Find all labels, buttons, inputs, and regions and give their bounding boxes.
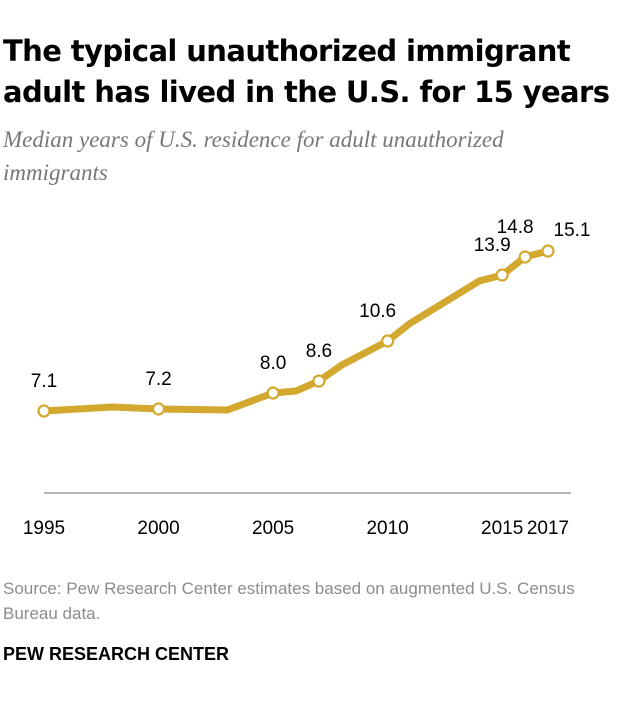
chart-title: The typical unauthorized immigrant adult… bbox=[3, 34, 610, 109]
data-point-2017 bbox=[541, 244, 555, 258]
x-tick-label-2015: 2015 bbox=[481, 518, 523, 539]
data-point-2015 bbox=[495, 268, 509, 282]
x-tick-label-1995: 1995 bbox=[23, 518, 65, 539]
series-line-0 bbox=[40, 247, 552, 415]
data-label-2005: 8.0 bbox=[260, 353, 286, 374]
data-markers bbox=[37, 244, 555, 418]
x-axis: 1995 2000 2005 2010 2015 2017 bbox=[23, 492, 571, 539]
data-point-2000 bbox=[151, 402, 166, 416]
x-tick-label-2005: 2005 bbox=[252, 518, 294, 539]
source-note: Source: Pew Research Center estimates ba… bbox=[3, 579, 575, 623]
data-point-2016 bbox=[518, 250, 532, 264]
data-label-2017: 15.1 bbox=[554, 220, 591, 241]
data-label-2015: 13.9 bbox=[474, 235, 511, 256]
series-lines bbox=[40, 247, 552, 415]
brand-logo-text: PEW RESEARCH CENTER bbox=[3, 644, 230, 664]
data-label-1995: 7.1 bbox=[31, 371, 57, 392]
chart-subtitle: Median years of U.S. residence for adult… bbox=[3, 127, 504, 185]
data-point-2007 bbox=[312, 374, 326, 388]
data-label-2016: 14.8 bbox=[497, 217, 534, 238]
data-point-1995 bbox=[37, 404, 51, 418]
data-labels: 7.1 7.2 8.0 8.6 10.6 13.914.8 15.1 bbox=[31, 217, 591, 392]
data-point-2005 bbox=[266, 386, 280, 400]
data-label-2010: 10.6 bbox=[359, 301, 396, 322]
x-tick-label-2000: 2000 bbox=[137, 518, 179, 539]
line-chart: 1995 2000 2005 2010 2015 2017 7.1 7.2 8.0 8.6 10.… bbox=[23, 217, 591, 539]
x-tick-label-2017: 2017 bbox=[527, 518, 569, 539]
data-label-2000: 7.2 bbox=[145, 369, 171, 390]
data-label-2007: 8.6 bbox=[306, 341, 332, 362]
data-point-2010 bbox=[381, 334, 395, 348]
x-tick-label-2010: 2010 bbox=[366, 518, 408, 539]
